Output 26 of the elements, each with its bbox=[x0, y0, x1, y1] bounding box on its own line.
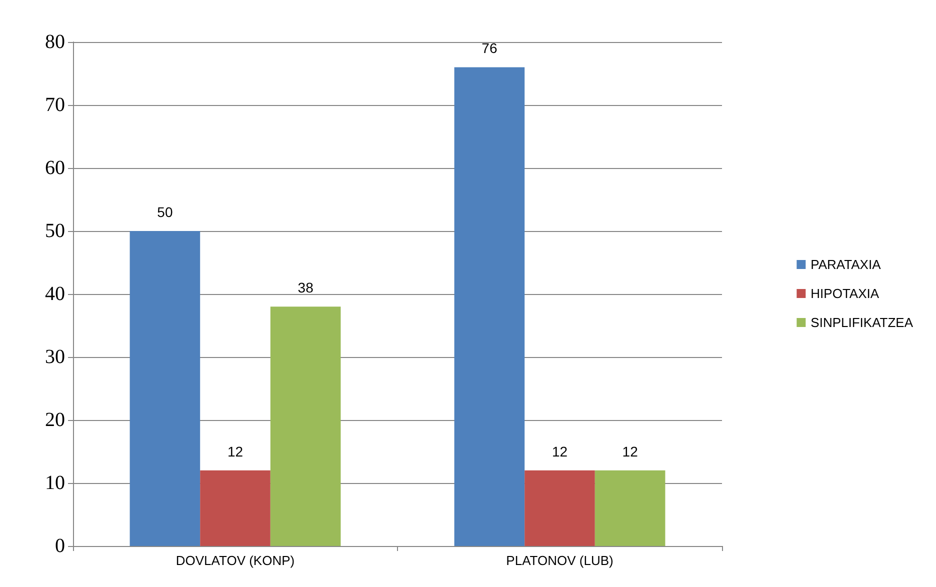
x-tick-label: DOVLATOV (KONP) bbox=[176, 553, 295, 568]
data-label: 12 bbox=[552, 443, 568, 460]
y-tick-label: 80 bbox=[45, 31, 65, 53]
bar bbox=[200, 470, 270, 546]
x-tick-label: PLATONOV (LUB) bbox=[506, 553, 614, 568]
data-label: 12 bbox=[227, 443, 244, 460]
y-tick-label: 0 bbox=[55, 535, 65, 557]
data-label: 12 bbox=[622, 443, 638, 460]
y-tick-label: 70 bbox=[45, 94, 65, 116]
y-tick-label: 50 bbox=[45, 220, 65, 242]
bar bbox=[524, 470, 595, 546]
bar bbox=[594, 470, 666, 546]
data-label: 50 bbox=[157, 204, 173, 220]
bar bbox=[130, 231, 200, 546]
bar bbox=[454, 67, 525, 546]
y-tick-label: 30 bbox=[45, 346, 65, 368]
y-tick-label: 20 bbox=[45, 409, 65, 431]
data-label: 76 bbox=[482, 40, 498, 56]
legend-label: PARATAXIA bbox=[810, 257, 882, 272]
bar bbox=[270, 306, 341, 546]
legend-label: HIPOTAXIA bbox=[810, 286, 880, 301]
y-tick-label: 40 bbox=[45, 283, 65, 305]
legend-label: SINPLIFIKATZEA bbox=[810, 315, 914, 330]
data-label: 38 bbox=[298, 280, 314, 296]
y-tick-label: 60 bbox=[45, 157, 65, 179]
y-tick-label: 10 bbox=[45, 472, 65, 494]
